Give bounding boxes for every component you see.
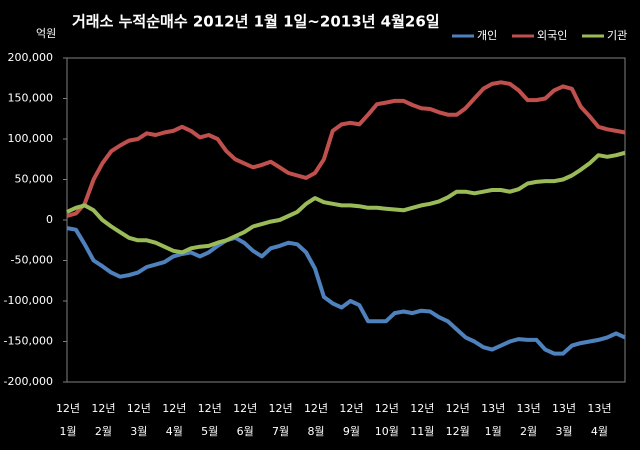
y-tick-label: -150,000	[4, 335, 53, 348]
chart-title: 거래소 누적순매수 2012년 1월 1일~2013년 4월26일	[72, 13, 440, 31]
legend-label: 외국인	[537, 29, 567, 42]
x-tick-label: 12년	[127, 402, 151, 415]
y-tick-label: -50,000	[11, 254, 53, 267]
x-tick-label: 10월	[375, 425, 399, 438]
x-tick-label: 12년	[56, 402, 80, 415]
y-unit: 억원	[36, 27, 56, 40]
legend-label: 기관	[607, 29, 627, 42]
x-tick-label: 13년	[552, 402, 576, 415]
x-tick-label: 5월	[201, 425, 218, 438]
x-tick-label: 13년	[517, 402, 541, 415]
x-tick-label: 6월	[237, 425, 254, 438]
x-tick-label: 3월	[130, 425, 147, 438]
x-tick-label: 13년	[481, 402, 505, 415]
x-tick-label: 12년	[304, 402, 328, 415]
x-tick-label: 12년	[198, 402, 222, 415]
y-tick-label: 50,000	[15, 173, 54, 186]
y-tick-label: -100,000	[4, 294, 53, 307]
y-tick-label: -200,000	[4, 375, 53, 388]
series-line	[66, 150, 626, 255]
x-tick-label: 12년	[410, 402, 434, 415]
x-tick-label: 12년	[233, 402, 257, 415]
series-line	[66, 80, 626, 218]
x-tick-label: 7월	[272, 425, 289, 438]
x-tick-label: 2월	[520, 425, 537, 438]
x-tick-label: 8월	[307, 425, 324, 438]
y-tick-label: 0	[46, 213, 53, 226]
x-tick-label: 11월	[410, 425, 434, 438]
x-tick-label: 12년	[91, 402, 115, 415]
legend-label: 개인	[477, 29, 497, 42]
y-tick-label: 150,000	[8, 92, 54, 105]
series-line	[66, 226, 626, 356]
x-tick-label: 2월	[95, 425, 112, 438]
x-tick-label: 12년	[446, 402, 470, 415]
x-tick-label: 1월	[59, 425, 76, 438]
x-tick-label: 12년	[375, 402, 399, 415]
x-tick-label: 4월	[591, 425, 608, 438]
x-tick-label: 12년	[162, 402, 186, 415]
y-tick-label: 200,000	[8, 51, 54, 64]
x-tick-label: 1월	[485, 425, 502, 438]
y-tick-label: 100,000	[8, 132, 54, 145]
x-tick-label: 3월	[555, 425, 572, 438]
x-tick-label: 12년	[269, 402, 293, 415]
x-tick-label: 12월	[446, 425, 470, 438]
x-tick-label: 13년	[587, 402, 611, 415]
x-tick-label: 12년	[339, 402, 363, 415]
x-tick-label: 9월	[343, 425, 360, 438]
x-tick-label: 4월	[166, 425, 183, 438]
